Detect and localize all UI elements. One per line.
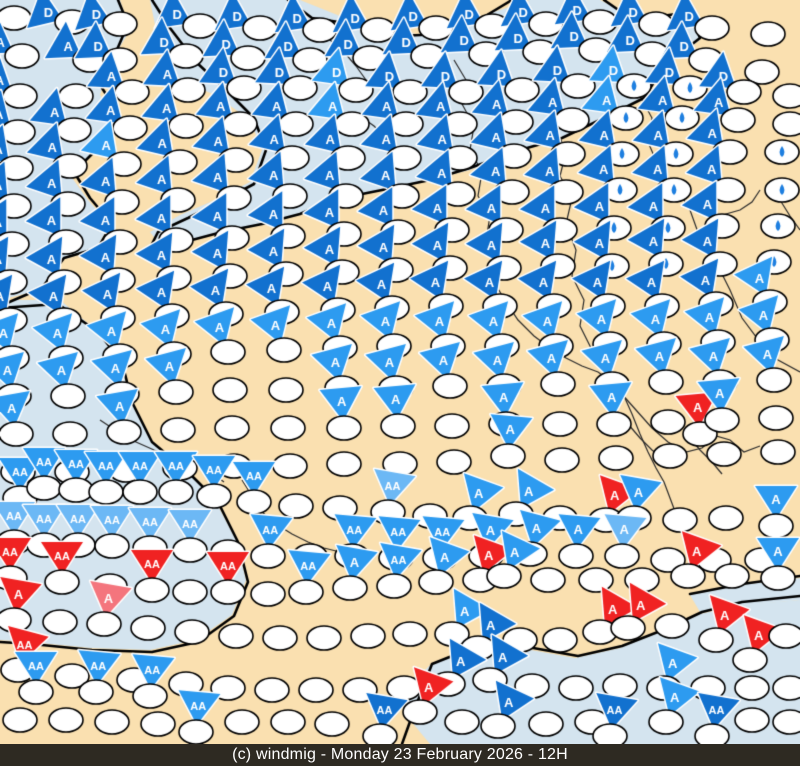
footer-caption-text: (c) windmig - Monday 23 February 2026 - … <box>232 746 568 763</box>
map-footer-caption: (c) windmig - Monday 23 February 2026 - … <box>0 744 800 766</box>
